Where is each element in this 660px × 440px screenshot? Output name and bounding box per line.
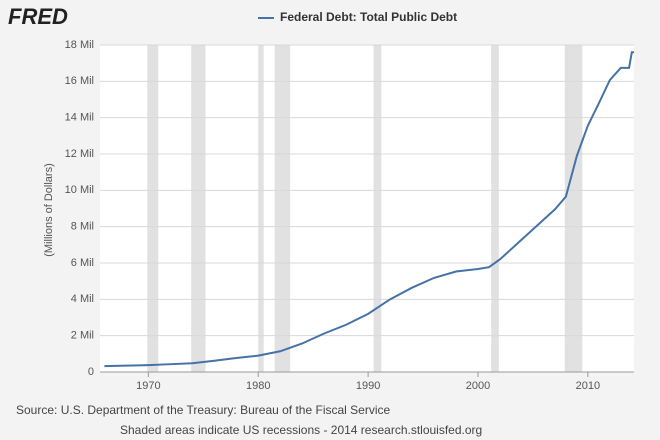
logo: FRED bbox=[8, 4, 68, 29]
recession bbox=[274, 45, 291, 372]
y-tick-label: 4 Mil bbox=[71, 293, 94, 305]
x-tick-label: 2010 bbox=[576, 380, 600, 392]
y-tick-label: 16 Mil bbox=[65, 75, 94, 87]
series-line bbox=[104, 51, 634, 368]
x-tick-label: 1970 bbox=[136, 380, 160, 392]
note: Shaded areas indicate US recessions - 20… bbox=[120, 423, 482, 437]
y-tick-label: 18 Mil bbox=[65, 39, 94, 51]
y-tick-label: 14 Mil bbox=[65, 112, 94, 124]
recession bbox=[373, 45, 382, 372]
y-axis-label: (Millions of Dollars) bbox=[43, 163, 55, 257]
x-tick-label: 2000 bbox=[466, 380, 490, 392]
source: Source: U.S. Department of the Treasury:… bbox=[16, 403, 390, 417]
x-tick-label: 1980 bbox=[246, 380, 270, 392]
y-tick-label: 10 Mil bbox=[65, 184, 94, 196]
recession bbox=[564, 45, 583, 372]
y-tick-label: 0 bbox=[88, 366, 94, 378]
plot-area bbox=[100, 45, 634, 372]
y-tick-label: 8 Mil bbox=[71, 221, 94, 233]
y-tick-label: 12 Mil bbox=[65, 148, 94, 160]
recession bbox=[491, 45, 499, 372]
x-tick-label: 1990 bbox=[356, 380, 380, 392]
recession bbox=[191, 45, 206, 372]
legend-label: Federal Debt: Total Public Debt bbox=[280, 10, 457, 24]
y-tick-label: 6 Mil bbox=[71, 257, 94, 269]
y-tick-label: 2 Mil bbox=[71, 330, 94, 342]
recession bbox=[147, 45, 159, 372]
recession bbox=[258, 45, 264, 372]
